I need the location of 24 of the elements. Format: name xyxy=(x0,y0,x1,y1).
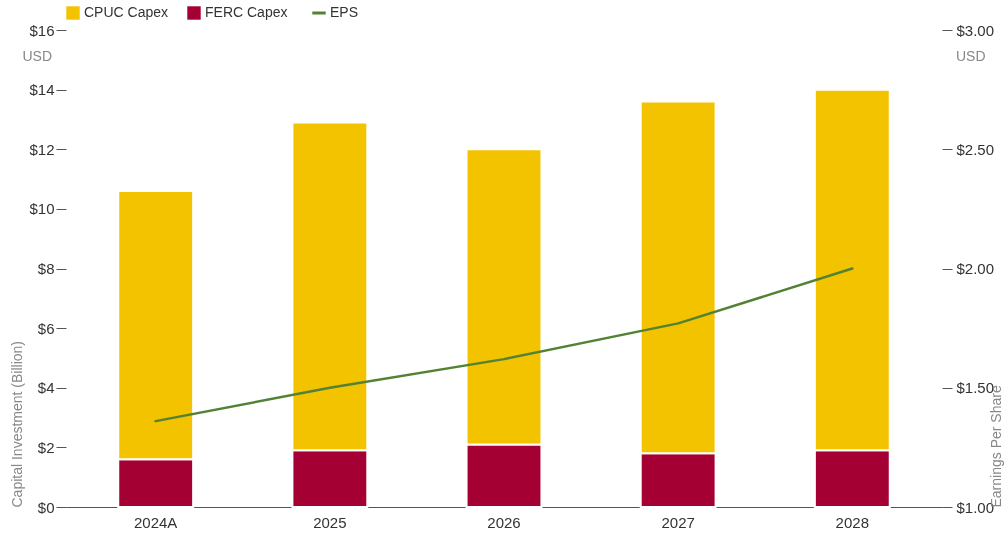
x-tick-label: 2028 xyxy=(835,513,869,531)
text: USD xyxy=(22,48,52,64)
line-series xyxy=(154,267,854,423)
x-tick-label: 2027 xyxy=(661,513,695,531)
y-tick-label: $10 xyxy=(29,200,55,218)
y-tick-label: $8 xyxy=(37,260,55,277)
legend-label: FERC Capex xyxy=(205,4,288,20)
y-axis-title: Capital Investment (Billion) xyxy=(9,340,26,508)
x-tick-label: 2025 xyxy=(313,513,347,531)
text: USD xyxy=(956,48,986,64)
y-tick-label: $14 xyxy=(29,81,55,99)
y-tick-label: $6 xyxy=(37,319,55,337)
legend-label: EPS xyxy=(330,4,359,20)
y2-tick-label: $3.00 xyxy=(956,21,995,39)
legend-label: CPUC Capex xyxy=(84,4,169,20)
y-tick-label: $12 xyxy=(29,140,55,158)
y-tick-label: $2 xyxy=(37,438,55,456)
x-tick-label: 2026 xyxy=(487,513,521,531)
y-tick-label: $4 xyxy=(37,379,55,397)
y-tick-label: $16 xyxy=(29,21,55,39)
x-tick-label: 2024A xyxy=(134,513,178,531)
y2-tick-label: $2.50 xyxy=(956,140,995,158)
y-tick-label: $0 xyxy=(37,498,55,516)
y2-tick-label: $2.00 xyxy=(956,260,995,277)
